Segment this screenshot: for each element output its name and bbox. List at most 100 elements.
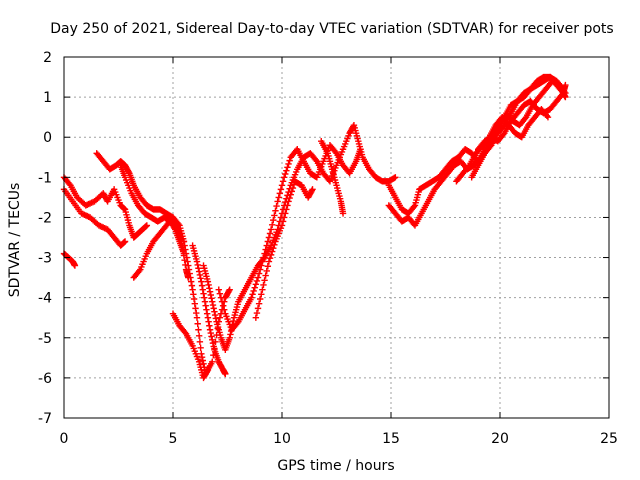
data-point [196,271,204,279]
data-point [339,210,347,217]
data-point [267,251,275,259]
y-tick-label: 1 [43,90,52,106]
data-point [521,115,529,122]
data-point [285,198,292,205]
data-point [544,113,552,121]
series-track-17 [475,81,569,153]
data-point [287,191,294,198]
data-point [200,290,207,297]
series-track-9 [189,242,229,378]
data-point [217,294,225,301]
data-point [182,250,190,257]
data-point [206,288,214,295]
data-point [181,329,189,336]
data-point [212,315,220,322]
data-point [284,164,291,171]
data-point [263,267,270,275]
data-point [205,281,212,289]
data-point [221,306,228,313]
data-point [234,319,241,327]
data-point [278,182,286,189]
data-point [250,287,257,295]
data-point [193,258,201,265]
data-point [211,308,218,315]
data-point [205,318,212,325]
data-point [186,270,193,277]
data-point [225,287,233,295]
data-point [278,222,286,229]
data-point [193,309,200,317]
y-tick-labels: -7 -6 -5 -4 -3 -2 -1 0 1 2 [38,50,52,427]
data-point [252,314,260,321]
data-point [195,326,202,333]
data-point [191,300,198,307]
data-point [280,214,288,221]
data-point [136,267,143,275]
data-point [266,230,274,237]
data-point [273,202,280,210]
data-point [195,268,203,275]
data-point [202,302,209,309]
data-point [312,156,319,164]
data-point [207,291,214,299]
data-point [203,310,211,317]
x-tick-label: 20 [491,431,509,447]
data-point [206,322,213,329]
data-point [196,338,204,345]
data-point [199,286,206,293]
data-point [270,216,277,224]
data-point [283,206,290,213]
data-point [500,131,507,138]
data-point [195,265,202,272]
data-point [285,160,292,168]
data-point [263,242,270,249]
data-point [258,262,265,269]
axis-ticks [63,56,610,419]
data-point [255,270,263,277]
data-point [185,266,193,273]
data-point [207,329,214,337]
data-point [486,143,494,150]
data-point [189,286,196,293]
data-point [211,311,219,319]
data-point [206,326,214,333]
data-point [286,157,293,164]
series-track-13 [318,138,347,217]
data-point [265,234,273,241]
data-points [60,73,569,382]
data-point [410,203,418,210]
data-point [180,238,188,245]
x-tick-label: 0 [60,431,69,447]
data-point [308,187,315,194]
data-point [121,238,129,245]
data-point [227,331,234,338]
data-point [193,314,201,321]
data-point [218,298,226,305]
y-tick-label: -6 [38,371,52,387]
data-point [270,244,277,252]
data-point [204,314,212,321]
y-tick-label: -7 [38,411,52,427]
data-point [249,291,256,298]
data-point [201,298,209,305]
data-point [222,370,229,378]
data-point [271,241,278,249]
data-point [183,254,191,261]
data-point [194,320,201,327]
data-point [260,254,267,261]
x-axis-label: GPS time / hours [277,458,394,474]
data-point [279,178,287,185]
data-point [265,258,273,265]
data-point [185,262,192,269]
data-point [267,226,275,233]
data-point [187,278,195,285]
plot-frame [63,56,610,419]
chart-title: Day 250 of 2021, Sidereal Day-to-day VTE… [50,21,613,37]
y-tick-label: -5 [38,331,52,347]
data-point [210,305,217,312]
data-point [284,202,291,209]
data-point [253,277,261,285]
data-point [197,275,204,282]
data-point [268,221,276,228]
